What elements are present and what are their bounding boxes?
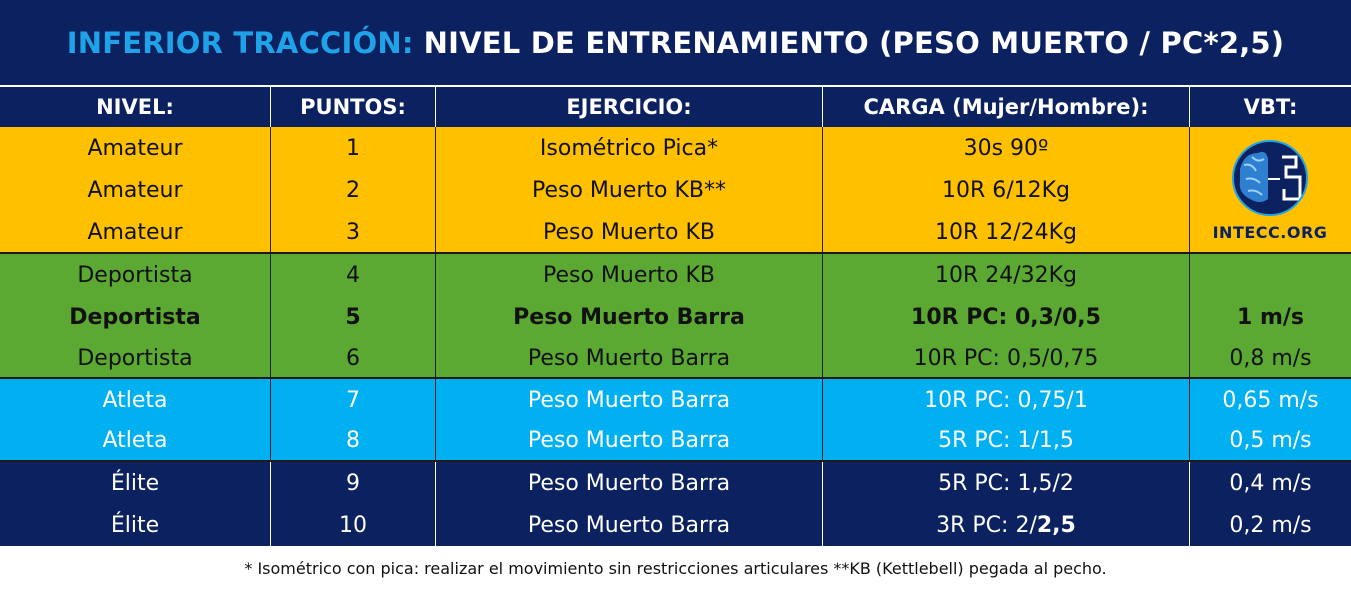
header-vbt: VBT: [1243, 95, 1298, 119]
cell-ejercicio: Peso Muerto Barra [513, 304, 745, 330]
cell-carga: 10R PC: 0,3/0,5 [911, 304, 1101, 330]
table-row: Élite 10 Peso Muerto Barra 3R PC: 2/2,5 … [0, 504, 1351, 546]
cell-nivel: Élite [110, 512, 160, 538]
cell-ejercicio: Peso Muerto KB** [531, 177, 727, 203]
brain-logo-icon [1232, 139, 1308, 216]
cell-nivel: Élite [110, 470, 160, 496]
cell-vbt: 0,5 m/s [1229, 428, 1312, 453]
table-row: Deportista 4 Peso Muerto KB 10R 24/32Kg [0, 254, 1351, 296]
cell-ejercicio: Peso Muerto KB [542, 262, 716, 288]
table-row: Atleta 7 Peso Muerto Barra 10R PC: 0,75/… [0, 379, 1351, 421]
cell-puntos: 3 [346, 219, 360, 245]
table-row: Amateur 1 Isométrico Pica* 30s 90º [0, 127, 1351, 169]
cell-ejercicio: Peso Muerto Barra [527, 387, 731, 413]
cell-nivel: Atleta [102, 387, 168, 413]
table-row: Deportista 6 Peso Muerto Barra 10R PC: 0… [0, 338, 1351, 380]
group-deportista: Deportista 4 Peso Muerto KB 10R 24/32Kg … [0, 254, 1351, 378]
cell-ejercicio: Peso Muerto KB [542, 219, 716, 245]
cell-vbt: 1 m/s [1236, 304, 1305, 330]
table-row: Deportista 5 Peso Muerto Barra 10R PC: 0… [0, 296, 1351, 338]
title-highlight: INFERIOR TRACCIÓN: [66, 25, 414, 60]
footnote: * Isométrico con pica: realizar el movim… [244, 558, 1107, 578]
cell-carga: 5R PC: 1/1,5 [938, 428, 1074, 453]
cell-puntos: 5 [345, 304, 361, 330]
cell-puntos: 9 [346, 470, 360, 496]
cell-vbt: 0,2 m/s [1229, 512, 1312, 538]
table-row: Élite 9 Peso Muerto Barra 5R PC: 1,5/2 0… [0, 462, 1351, 504]
cell-vbt: 0,65 m/s [1222, 387, 1319, 413]
cell-ejercicio: Peso Muerto Barra [527, 428, 731, 453]
cell-puntos: 7 [346, 387, 360, 413]
table-header: NIVEL: PUNTOS: EJERCICIO: CARGA (Mujer/H… [0, 85, 1351, 127]
cell-vbt: 0,4 m/s [1229, 470, 1312, 496]
cell-carga: 10R PC: 0,5/0,75 [913, 345, 1099, 371]
header-ejercicio: EJERCICIO: [566, 95, 692, 119]
cell-ejercicio: Peso Muerto Barra [527, 470, 731, 496]
cell-nivel: Deportista [77, 345, 193, 371]
cell-nivel: Amateur [87, 219, 183, 245]
cell-nivel: Atleta [102, 428, 168, 453]
cell-puntos: 2 [346, 177, 360, 203]
cell-vbt: 0,8 m/s [1229, 345, 1312, 371]
cell-carga: 3R PC: 2/2,5 [823, 504, 1189, 546]
table-row: Amateur 2 Peso Muerto KB** 10R 6/12Kg [0, 169, 1351, 211]
cell-ejercicio: Isométrico Pica* [539, 135, 719, 161]
cell-carga: 5R PC: 1,5/2 [938, 470, 1074, 496]
intecc-logo: INTECC.ORG [1190, 127, 1350, 253]
table-row: Atleta 8 Peso Muerto Barra 5R PC: 1/1,5 … [0, 420, 1351, 462]
cell-carga: 30s 90º [963, 135, 1049, 161]
header-puntos: PUNTOS: [300, 95, 406, 119]
table-row: Amateur 3 Peso Muerto KB 10R 12/24Kg [0, 211, 1351, 253]
group-amateur: Amateur 1 Isométrico Pica* 30s 90º Amate… [0, 127, 1351, 253]
cell-puntos: 8 [346, 428, 360, 453]
cell-carga-bold: 2,5 [1036, 512, 1076, 538]
group-elite: Élite 9 Peso Muerto Barra 5R PC: 1,5/2 0… [0, 462, 1351, 546]
cell-carga: 10R 24/32Kg [934, 262, 1078, 288]
header-nivel: NIVEL: [96, 95, 174, 119]
header-carga: CARGA (Mujer/Hombre): [863, 95, 1149, 119]
title-bar: INFERIOR TRACCIÓN: NIVEL DE ENTRENAMIENT… [0, 0, 1351, 85]
cell-carga-part: 3R PC: 2/ [936, 512, 1037, 538]
cell-nivel: Amateur [87, 135, 183, 161]
cell-puntos: 4 [346, 262, 360, 288]
group-atleta: Atleta 7 Peso Muerto Barra 10R PC: 0,75/… [0, 379, 1351, 461]
cell-puntos: 1 [346, 135, 360, 161]
title-text: NIVEL DE ENTRENAMIENTO (PESO MUERTO / PC… [423, 25, 1285, 60]
cell-ejercicio: Peso Muerto Barra [527, 345, 731, 371]
cell-vbt [1190, 254, 1351, 296]
cell-carga: 10R PC: 0,75/1 [924, 387, 1088, 413]
logo-text: INTECC.ORG [1212, 222, 1328, 242]
cell-puntos: 10 [339, 512, 367, 538]
cell-nivel: Amateur [87, 177, 183, 203]
cell-carga: 10R 6/12Kg [941, 177, 1071, 203]
cell-carga: 10R 12/24Kg [934, 219, 1078, 245]
cell-puntos: 6 [346, 345, 360, 371]
cell-ejercicio: Peso Muerto Barra [527, 512, 731, 538]
cell-nivel: Deportista [69, 304, 201, 330]
cell-nivel: Deportista [77, 262, 193, 288]
